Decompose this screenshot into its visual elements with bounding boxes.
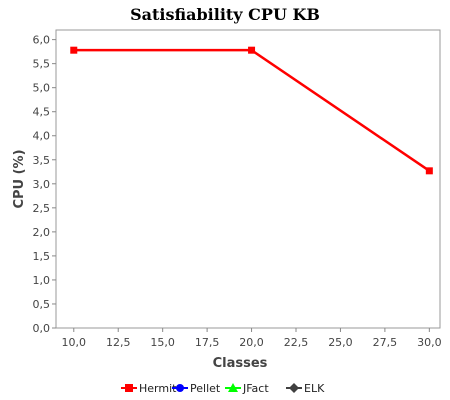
legend-item-elk: ELK — [286, 382, 325, 395]
y-tick-label: 6,0 — [33, 34, 51, 47]
x-tick-label: 27,5 — [373, 336, 398, 349]
legend-label: JFact — [242, 382, 269, 395]
data-point-hermit — [70, 46, 78, 54]
y-tick-label: 0,5 — [33, 298, 51, 311]
x-tick-label: 12,5 — [106, 336, 131, 349]
legend-item-pellet: Pellet — [172, 382, 221, 395]
x-axis-label: Classes — [213, 356, 268, 371]
series-layer — [70, 46, 433, 175]
data-point-hermit — [425, 167, 433, 175]
legend-triangle-marker — [228, 383, 238, 392]
legend-label: ELK — [304, 382, 325, 395]
y-tick-label: 1,0 — [33, 274, 51, 287]
legend-label: Pellet — [190, 382, 221, 395]
x-tick-label: 17,5 — [195, 336, 220, 349]
legend-circle-marker — [176, 384, 184, 392]
x-tick-label: 15,0 — [150, 336, 175, 349]
x-tick-label: 30,0 — [417, 336, 442, 349]
data-point-hermit — [248, 46, 256, 54]
y-tick-label: 4,0 — [33, 130, 51, 143]
plot-area — [55, 29, 441, 329]
y-tick-label: 0,0 — [33, 322, 51, 335]
y-tick-label: 3,0 — [33, 178, 51, 191]
y-tick-label: 2,0 — [33, 226, 51, 239]
legend-item-hermit: Hermit — [121, 382, 177, 395]
y-tick-label: 5,0 — [33, 82, 51, 95]
x-tick-label: 10,0 — [62, 336, 87, 349]
legend-label: Hermit — [139, 382, 177, 395]
chart-title: Satisfiability CPU KB — [130, 5, 320, 24]
x-axis: 10,0 12,5 15,0 17,5 20,0 22,5 25,0 27,5 30,0 — [62, 328, 442, 349]
y-tick-label: 3,5 — [33, 154, 51, 167]
legend: Hermit Pellet JFact ELK — [121, 382, 325, 395]
x-tick-label: 25,0 — [328, 336, 353, 349]
legend-square-marker — [125, 384, 133, 392]
x-tick-label: 20,0 — [239, 336, 264, 349]
y-axis-label: CPU (%) — [12, 149, 27, 208]
x-tick-label: 22,5 — [284, 336, 309, 349]
legend-item-jfact: JFact — [225, 382, 269, 395]
y-tick-label: 4,5 — [33, 106, 51, 119]
legend-diamond-marker — [289, 383, 299, 393]
y-axis: 0,0 0,5 1,0 1,5 2,0 2,5 3,0 3,5 4,0 4,5 5,0 5,5 6,0 — [33, 34, 56, 335]
y-tick-label: 2,5 — [33, 202, 51, 215]
y-tick-label: 1,5 — [33, 250, 51, 263]
y-tick-label: 5,5 — [33, 58, 51, 71]
